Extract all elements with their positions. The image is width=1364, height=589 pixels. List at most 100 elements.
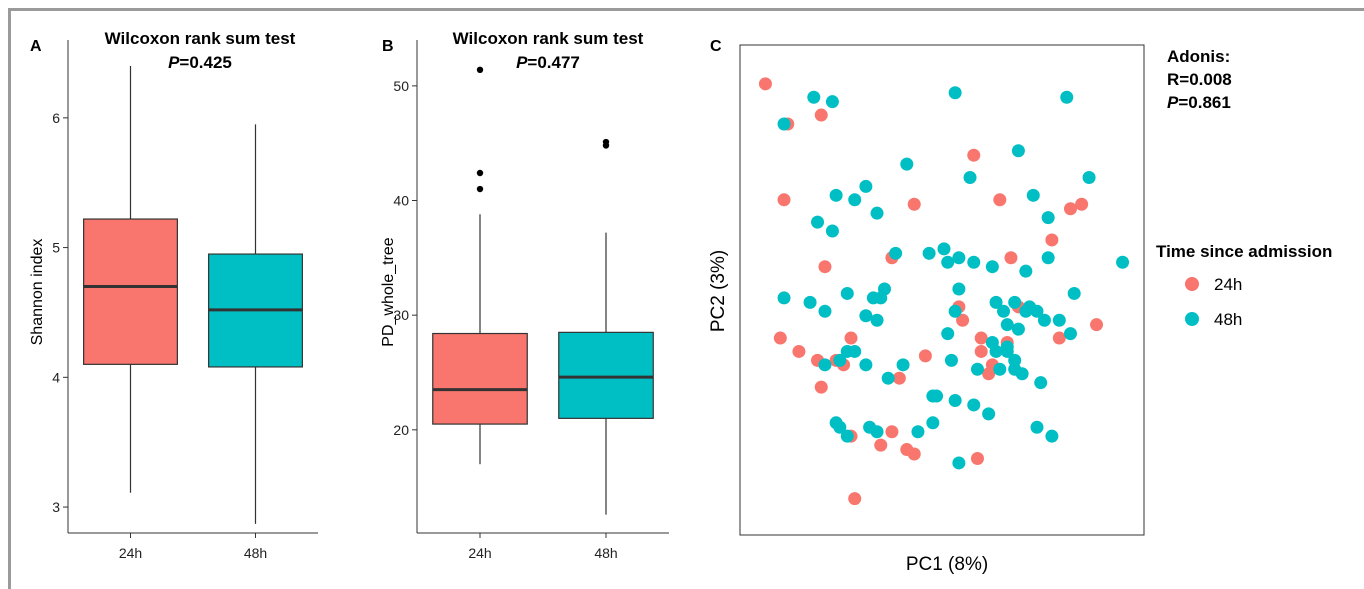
pca-point-48h [818, 358, 832, 372]
pca-point-48h [926, 416, 940, 430]
pca-point-48h [881, 371, 895, 385]
pca-point-24h [1045, 233, 1059, 247]
pca-point-48h [889, 246, 903, 260]
pca-point-48h [1030, 420, 1044, 434]
panel-b-p-number: =0.477 [527, 53, 579, 72]
panel-a-title: Wilcoxon rank sum test [105, 29, 296, 48]
pca-point-24h [777, 193, 791, 207]
pca-point-48h [967, 255, 981, 269]
panel-b-outlier-24h [476, 66, 484, 74]
pca-point-24h [907, 197, 921, 211]
panel-a-x-tick-label-48h: 48h [244, 545, 267, 561]
pca-point-48h [1041, 251, 1055, 265]
pca-point-48h [948, 86, 962, 100]
adonis-p-number: =0.861 [1178, 93, 1230, 112]
panel-a-box-24h [83, 218, 178, 365]
adonis-p: P=0.861 [1167, 93, 1231, 112]
pca-point-24h [1075, 197, 1089, 211]
pca-point-48h [1041, 211, 1055, 225]
pca-point-24h [974, 344, 988, 358]
pca-point-48h [900, 157, 914, 171]
pca-point-48h [952, 456, 966, 470]
panel-b-ylabel: PD_whole_tree [380, 237, 397, 347]
pca-point-24h [974, 331, 988, 345]
pca-point-48h [1008, 353, 1022, 367]
pca-point-48h [777, 117, 791, 131]
pca-point-48h [840, 286, 854, 300]
pca-point-24h [970, 451, 984, 465]
pca-point-48h [833, 353, 847, 367]
pca-point-48h [952, 251, 966, 265]
pca-point-24h [967, 148, 981, 162]
panel-a-y-tick-label: 3 [52, 499, 60, 515]
pca-point-48h [870, 425, 884, 439]
pca-point-48h [825, 224, 839, 238]
pca-point-48h [922, 246, 936, 260]
adonis-label: Adonis: [1167, 47, 1230, 66]
pca-point-48h [993, 362, 1007, 376]
panel-b-p-italic: P [516, 53, 528, 72]
panel-a-y-tick-label: 4 [52, 369, 60, 385]
pca-point-48h [807, 90, 821, 104]
pca-point-48h [859, 179, 873, 193]
pca-point-24h [907, 447, 921, 461]
panel-b-box-48h [558, 331, 654, 419]
pca-point-48h [1067, 286, 1081, 300]
pca-point-48h [952, 282, 966, 296]
pca-point-48h [997, 304, 1011, 318]
panel-b-outlier-24h [476, 185, 484, 193]
pca-point-24h [758, 77, 772, 91]
pca-point-48h [859, 358, 873, 372]
pca-xlabel: PC1 (8%) [906, 554, 988, 575]
panel-b-box-24h [432, 332, 528, 425]
legend: Time since admission 24h 48h [1156, 242, 1332, 329]
pca-point-24h [1052, 331, 1066, 345]
pca-point-48h [1011, 322, 1025, 336]
pca-point-48h [1045, 429, 1059, 443]
pca-point-48h [825, 95, 839, 109]
pca-point-48h [803, 295, 817, 309]
pca-point-24h [993, 193, 1007, 207]
pca-point-48h [811, 215, 825, 229]
panel-b-x-tick-label-24h: 24h [468, 545, 491, 561]
pca-point-48h [833, 420, 847, 434]
pca-point-48h [970, 362, 984, 376]
pca-point-48h [1082, 171, 1096, 184]
pca-point-48h [840, 344, 854, 358]
panel-a-plot: 3 4 5 6 24h 48h [52, 40, 318, 561]
panel-b-plot: 20 30 40 50 24h 48h [393, 40, 669, 561]
pca-point-48h [829, 188, 843, 202]
pca-point-48h [818, 304, 832, 318]
pca-point-48h [1000, 340, 1014, 354]
pca-point-48h [1019, 264, 1033, 278]
pca-point-24h [1090, 318, 1104, 332]
figure-border-left [8, 8, 11, 589]
legend-label-48h: 48h [1214, 310, 1242, 329]
pca-point-48h [963, 171, 977, 184]
panel-b-outlier-24h [476, 169, 484, 177]
pca-point-48h [948, 304, 962, 318]
pca-point-48h [989, 295, 1003, 309]
panel-b-y-tick-label: 40 [393, 193, 409, 209]
pca-point-24h [1063, 202, 1077, 216]
pca-point-48h [877, 282, 891, 296]
panel-b-y-tick-label: 20 [393, 422, 409, 438]
panel-b-y-tick-label: 50 [393, 78, 409, 94]
panel-c-points [758, 77, 1130, 506]
legend-swatch-24h [1185, 277, 1199, 291]
pca-point-48h [870, 313, 884, 327]
pca-point-48h [1015, 367, 1029, 381]
pca-point-48h [989, 344, 1003, 358]
pca-point-48h [1037, 313, 1051, 327]
panel-c: C PC1 (8%) PC2 (3%) Adonis: R=0.008 P=0.… [708, 38, 1332, 575]
pca-point-48h [941, 327, 955, 341]
panel-a: A Wilcoxon rank sum test P=0.425 Shannon… [29, 29, 318, 561]
pca-point-48h [1060, 90, 1074, 104]
pca-point-48h [1063, 327, 1077, 341]
panel-c-letter: C [710, 38, 722, 55]
pca-point-24h [814, 380, 828, 394]
pca-point-48h [944, 353, 958, 367]
pca-point-48h [911, 425, 925, 439]
panel-a-p-italic: P [168, 53, 180, 72]
